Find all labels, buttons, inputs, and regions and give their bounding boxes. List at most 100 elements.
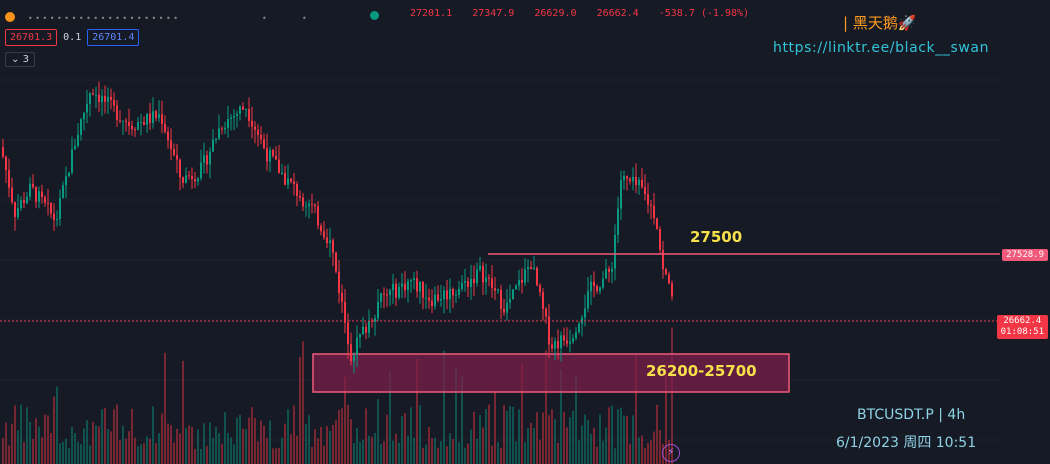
volume-bar [152,406,154,464]
volume-bar [377,399,379,464]
candle-body [617,208,619,235]
indicator-toggle-button[interactable]: ⌄ 3 [5,52,35,67]
candle-body [422,281,424,298]
candle-body [479,265,481,270]
volume-bar [71,426,73,464]
candle-body [449,288,451,300]
candle-body [146,113,148,125]
candle-body [470,278,472,287]
candle-body [8,170,10,188]
volume-bar [83,428,85,464]
candle-body [260,134,262,140]
date-time: 6/1/2023 周四 10:51 [836,435,977,451]
candle-body [548,316,550,345]
candle-body [323,231,325,238]
volume-bar [395,433,397,464]
candle-body [269,149,271,162]
volume-bar [341,408,343,464]
lightning-icon[interactable]: ⚡ [662,444,680,462]
volume-bar [200,448,202,464]
spread-value: 0.1 [63,32,82,43]
candle-body [518,280,520,286]
candle-body [173,149,175,156]
volume-bar [284,423,286,464]
candle-body [284,172,286,185]
volume-bar [149,438,151,464]
volume-bar [458,442,460,464]
volume-bar [104,407,106,464]
volume-bar [542,412,544,464]
volume-bar [452,438,454,464]
ohlc-readout: 27201.1 27347.9 26629.0 26662.4 -538.7 (… [410,8,763,19]
candle-body [611,268,613,272]
candlesticks [2,81,673,374]
candle-body [539,285,541,293]
bitcoin-icon[interactable] [5,12,15,22]
candle-body [653,205,655,219]
volume-bar [281,437,283,464]
candle-body [551,344,553,349]
candle-body [347,322,349,345]
volume-bar [602,440,604,464]
indicator-count: 3 [22,54,29,65]
volume-bar [278,447,280,464]
resistance-price-tag: 27528.9 [1002,249,1048,261]
candle-body [44,197,46,203]
sell-button[interactable]: 26701.3 [5,29,58,46]
volume-bar [566,427,568,464]
volume-bar [551,409,553,464]
candle-body [212,139,214,152]
bar-countdown: 01:08:51 [1000,327,1044,337]
candle-body [455,294,457,296]
volume-bar [596,446,598,464]
volume-bar [401,415,403,464]
volume-bar [122,425,124,464]
candle-body [458,288,460,295]
volume-bar [527,428,529,464]
volume-bar [437,447,439,464]
market-status-icon[interactable] [370,11,379,20]
legend-dots: • • • • • • • • • • • • • • • • • • • • … [28,14,178,23]
candle-body [167,131,169,141]
volume-bar [587,419,589,464]
volume-bar [611,405,613,464]
candle-body [116,105,118,121]
candle-body [56,218,58,220]
candle-body [182,177,184,183]
candle-body [224,127,226,130]
candle-body [494,288,496,291]
candle-body [149,113,151,123]
volume-bar [95,425,97,464]
chevron-down-icon: ⌄ [11,54,20,65]
candle-body [626,175,628,179]
candle-body [98,94,100,103]
brand-link[interactable]: https://linktr.ee/black__swan [773,40,990,56]
candle-body [344,301,346,323]
open-value: 27201.1 [410,8,453,19]
candle-body [596,285,598,292]
volume-bar [140,444,142,464]
dot-indicator: • [302,14,307,23]
candle-body [242,106,244,110]
candle-body [263,139,265,149]
volume-bar [68,448,70,464]
candle-body [335,252,337,272]
volume-bar [194,448,196,464]
candle-body [512,289,514,300]
buy-button[interactable]: 26701.4 [87,29,140,46]
candle-body [143,121,145,125]
candle-body [536,267,538,286]
volume-bar [653,431,655,464]
candle-body [83,112,85,120]
volume-bar [434,437,436,464]
volume-bar [107,429,109,464]
volume-bar [539,439,541,464]
volume-bar [584,414,586,464]
candle-body [608,268,610,272]
candle-body [416,277,418,292]
candle-body [110,96,112,100]
candle-body [50,202,52,214]
volume-bar [554,419,556,464]
volume-bar [506,411,508,464]
